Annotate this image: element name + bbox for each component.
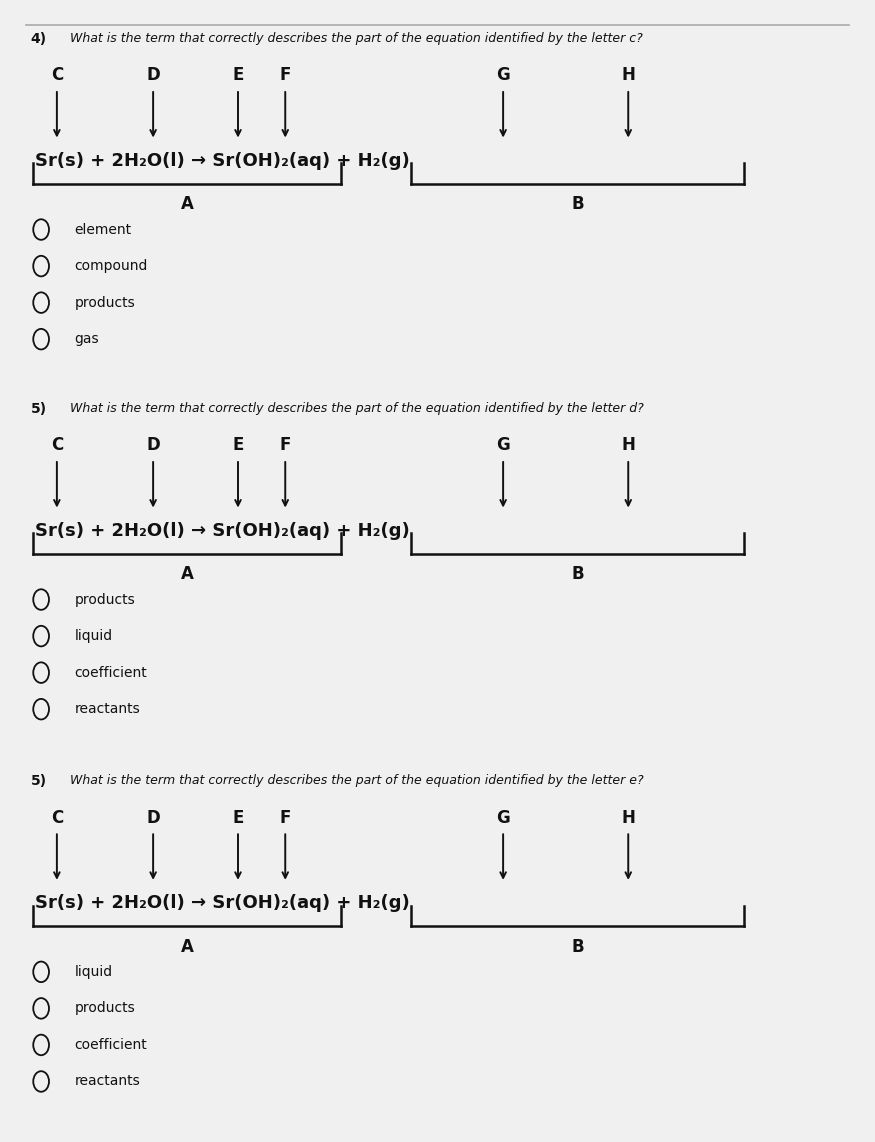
Text: liquid: liquid [74,629,113,643]
Text: A: A [181,938,193,956]
Text: F: F [280,66,290,85]
Text: B: B [571,195,584,214]
Text: E: E [233,436,244,455]
Text: liquid: liquid [74,965,113,979]
Text: A: A [181,565,193,584]
Text: 5): 5) [31,402,46,416]
Text: D: D [146,436,160,455]
Text: What is the term that correctly describes the part of the equation identified by: What is the term that correctly describe… [70,774,644,787]
Text: compound: compound [74,259,148,273]
Text: Sr(s) + 2H₂O(l) → Sr(OH)₂(aq) + H₂(g): Sr(s) + 2H₂O(l) → Sr(OH)₂(aq) + H₂(g) [35,894,410,912]
Text: What is the term that correctly describes the part of the equation identified by: What is the term that correctly describe… [70,32,643,45]
Text: What is the term that correctly describes the part of the equation identified by: What is the term that correctly describe… [70,402,644,415]
Text: C: C [51,809,63,827]
Text: gas: gas [74,332,99,346]
Text: F: F [280,809,290,827]
Text: C: C [51,66,63,85]
Text: E: E [233,809,244,827]
Text: coefficient: coefficient [74,666,147,679]
Text: G: G [496,809,510,827]
Text: reactants: reactants [74,702,140,716]
Text: H: H [621,809,635,827]
Text: D: D [146,66,160,85]
Text: coefficient: coefficient [74,1038,147,1052]
Text: G: G [496,66,510,85]
Text: G: G [496,436,510,455]
Text: C: C [51,436,63,455]
Text: A: A [181,195,193,214]
Text: 5): 5) [31,774,46,788]
Text: E: E [233,66,244,85]
Text: products: products [74,593,135,606]
Text: D: D [146,809,160,827]
Text: products: products [74,1002,135,1015]
Text: Sr(s) + 2H₂O(l) → Sr(OH)₂(aq) + H₂(g): Sr(s) + 2H₂O(l) → Sr(OH)₂(aq) + H₂(g) [35,522,410,540]
Text: H: H [621,66,635,85]
Text: B: B [571,938,584,956]
Text: reactants: reactants [74,1075,140,1088]
Text: F: F [280,436,290,455]
Text: H: H [621,436,635,455]
Text: element: element [74,223,131,236]
Text: Sr(s) + 2H₂O(l) → Sr(OH)₂(aq) + H₂(g): Sr(s) + 2H₂O(l) → Sr(OH)₂(aq) + H₂(g) [35,152,410,170]
Text: products: products [74,296,135,309]
Text: B: B [571,565,584,584]
Text: 4): 4) [31,32,46,46]
